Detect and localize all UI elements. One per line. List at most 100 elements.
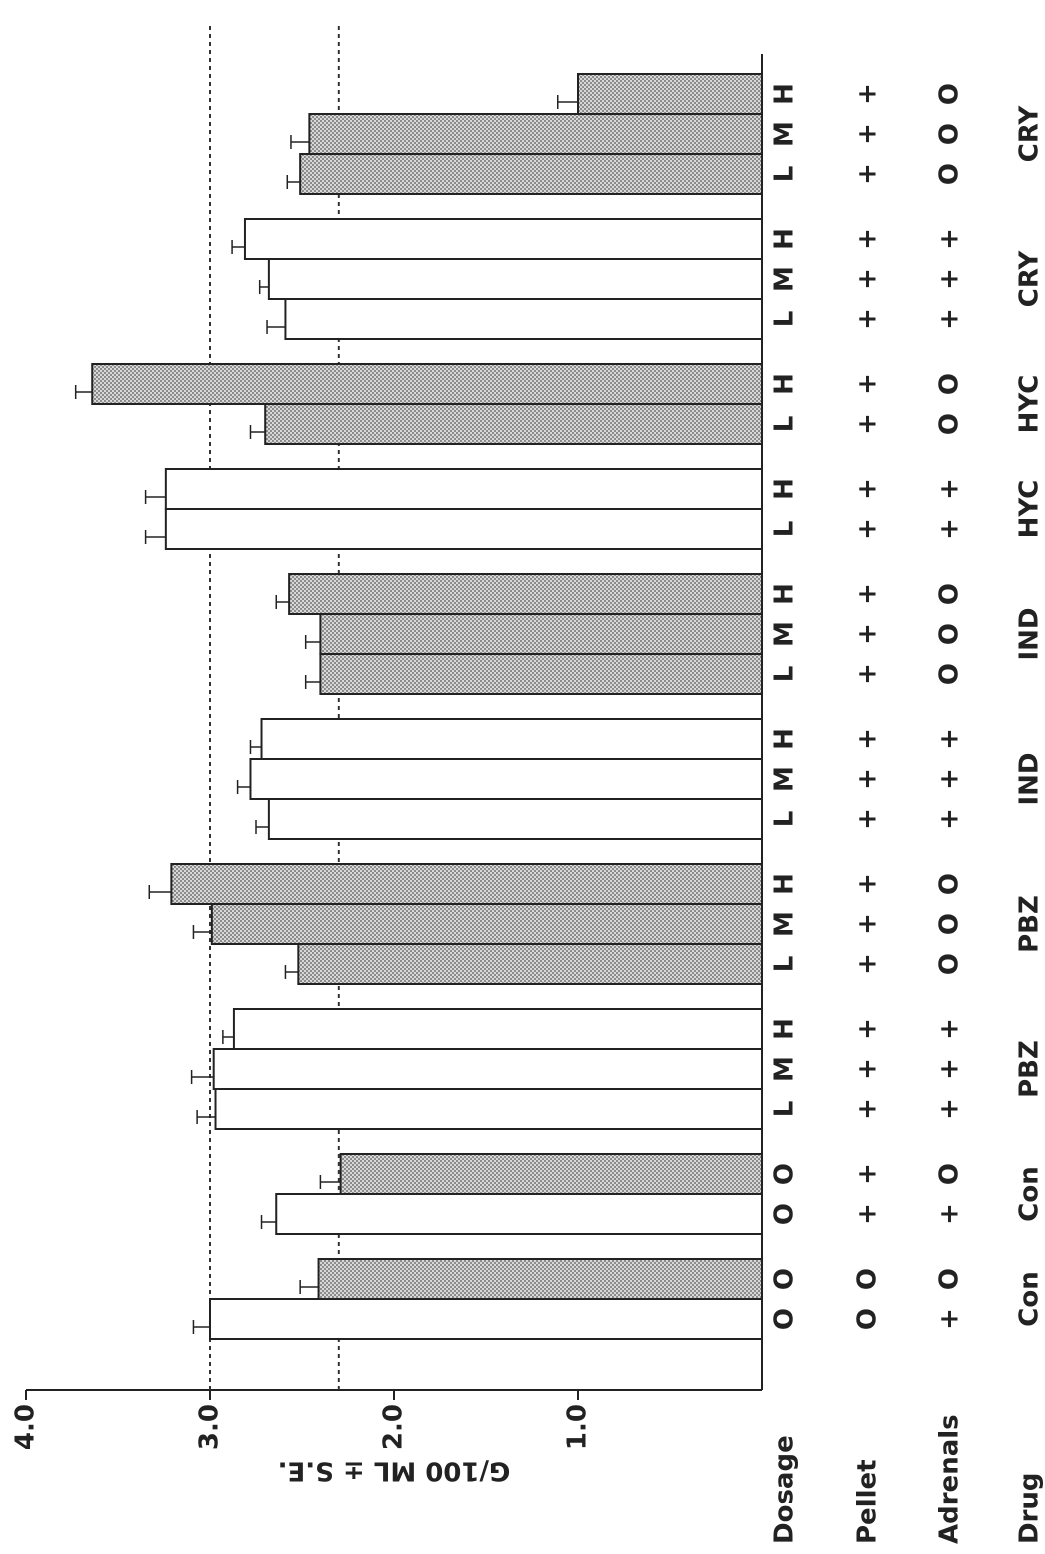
row-symbol: + <box>853 83 883 105</box>
bar <box>297 943 763 985</box>
row-symbol: + <box>853 913 883 935</box>
row-symbol: O <box>770 1268 800 1290</box>
row-symbol: + <box>935 1098 965 1120</box>
row-symbol: + <box>935 1058 965 1080</box>
bar <box>243 218 763 260</box>
row-symbol: L <box>770 416 800 433</box>
row-label: Pellet <box>853 1459 883 1544</box>
bar <box>275 1193 763 1235</box>
row-symbol: + <box>853 663 883 685</box>
row-symbol: + <box>853 768 883 790</box>
row-symbol: + <box>935 808 965 830</box>
bar <box>210 903 763 945</box>
drug-label: HYC <box>1015 480 1045 539</box>
plot: 1.0 2.0 3.0 4.0 G/100 ML ± S.E. Dosage Pellet A… <box>11 24 1045 1544</box>
row-symbol: L <box>770 811 800 828</box>
drug-label: PBZ <box>1015 895 1045 953</box>
row-symbol: M <box>770 911 800 937</box>
row-symbol: O <box>770 1163 800 1185</box>
drug-label: Con <box>1015 1271 1045 1326</box>
row-symbol: M <box>770 266 800 292</box>
bar <box>267 798 763 840</box>
row-symbol: + <box>935 1308 965 1330</box>
row-symbol: O <box>935 953 965 975</box>
row-symbol: + <box>935 518 965 540</box>
row-symbol: + <box>853 623 883 645</box>
row-symbol: + <box>935 1203 965 1225</box>
row-symbol: O <box>770 1203 800 1225</box>
bar <box>260 718 763 760</box>
bar <box>267 258 763 300</box>
row-symbol: + <box>853 413 883 435</box>
row-symbol: O <box>853 1268 883 1290</box>
row-symbol: + <box>853 953 883 975</box>
row-symbol: O <box>935 373 965 395</box>
row-symbol: + <box>853 1203 883 1225</box>
bar <box>319 613 763 655</box>
bar <box>91 363 764 405</box>
row-symbol: H <box>770 83 800 105</box>
row-symbol: H <box>770 228 800 250</box>
drug-label: PBZ <box>1015 1040 1045 1098</box>
row-symbol: + <box>853 1098 883 1120</box>
row-symbol: M <box>770 766 800 792</box>
row-symbol: L <box>770 666 800 683</box>
drug-label: IND <box>1015 752 1045 805</box>
row-symbol: + <box>853 518 883 540</box>
row-symbol: + <box>935 228 965 250</box>
row-symbol: O <box>935 83 965 105</box>
row-symbol: + <box>853 163 883 185</box>
row-symbol: + <box>935 768 965 790</box>
row-symbol: + <box>853 268 883 290</box>
row-symbol: L <box>770 166 800 183</box>
row-symbol: + <box>853 1163 883 1185</box>
row-symbol: + <box>853 373 883 395</box>
row-symbol: H <box>770 873 800 895</box>
bar <box>284 298 763 340</box>
row-symbol: M <box>770 621 800 647</box>
drug-label: IND <box>1015 607 1045 660</box>
row-symbol: O <box>935 663 965 685</box>
row-symbol: L <box>770 956 800 973</box>
row-symbol: + <box>853 228 883 250</box>
bar <box>577 73 763 115</box>
row-symbol: O <box>935 413 965 435</box>
drug-label: CRY <box>1015 105 1045 163</box>
row-symbol: + <box>853 308 883 330</box>
row-symbol: + <box>853 583 883 605</box>
row-symbol: H <box>770 583 800 605</box>
bar <box>212 1048 763 1090</box>
row-symbol: O <box>935 163 965 185</box>
row-symbol: + <box>853 1058 883 1080</box>
row-symbol: H <box>770 728 800 750</box>
row-label: Drug <box>1015 1472 1045 1544</box>
row-symbol: L <box>770 521 800 538</box>
row-symbol: O <box>935 583 965 605</box>
y-tick-label: 2.0 <box>379 1404 409 1450</box>
bar <box>164 468 763 510</box>
row-symbol: + <box>935 268 965 290</box>
row-symbol: + <box>853 123 883 145</box>
row-symbol: + <box>853 478 883 500</box>
row-symbol: O <box>935 1163 965 1185</box>
row-symbol: O <box>935 123 965 145</box>
row-symbol: H <box>770 373 800 395</box>
row-symbol: H <box>770 1018 800 1040</box>
bar <box>317 1258 763 1300</box>
row-symbol: M <box>770 1056 800 1082</box>
bar <box>264 403 763 445</box>
row-symbol: + <box>853 808 883 830</box>
row-symbol: H <box>770 478 800 500</box>
row-symbol: O <box>935 623 965 645</box>
row-symbol: + <box>935 308 965 330</box>
row-symbol: + <box>853 728 883 750</box>
row-symbol: O <box>935 1268 965 1290</box>
y-tick-label: 1.0 <box>563 1404 593 1450</box>
bar <box>319 653 763 695</box>
bar <box>214 1088 763 1130</box>
row-symbol: + <box>935 1018 965 1040</box>
row-symbol: O <box>770 1308 800 1330</box>
bar <box>249 758 763 800</box>
row-label: Adrenals <box>935 1414 965 1544</box>
drug-label: Con <box>1015 1166 1045 1221</box>
